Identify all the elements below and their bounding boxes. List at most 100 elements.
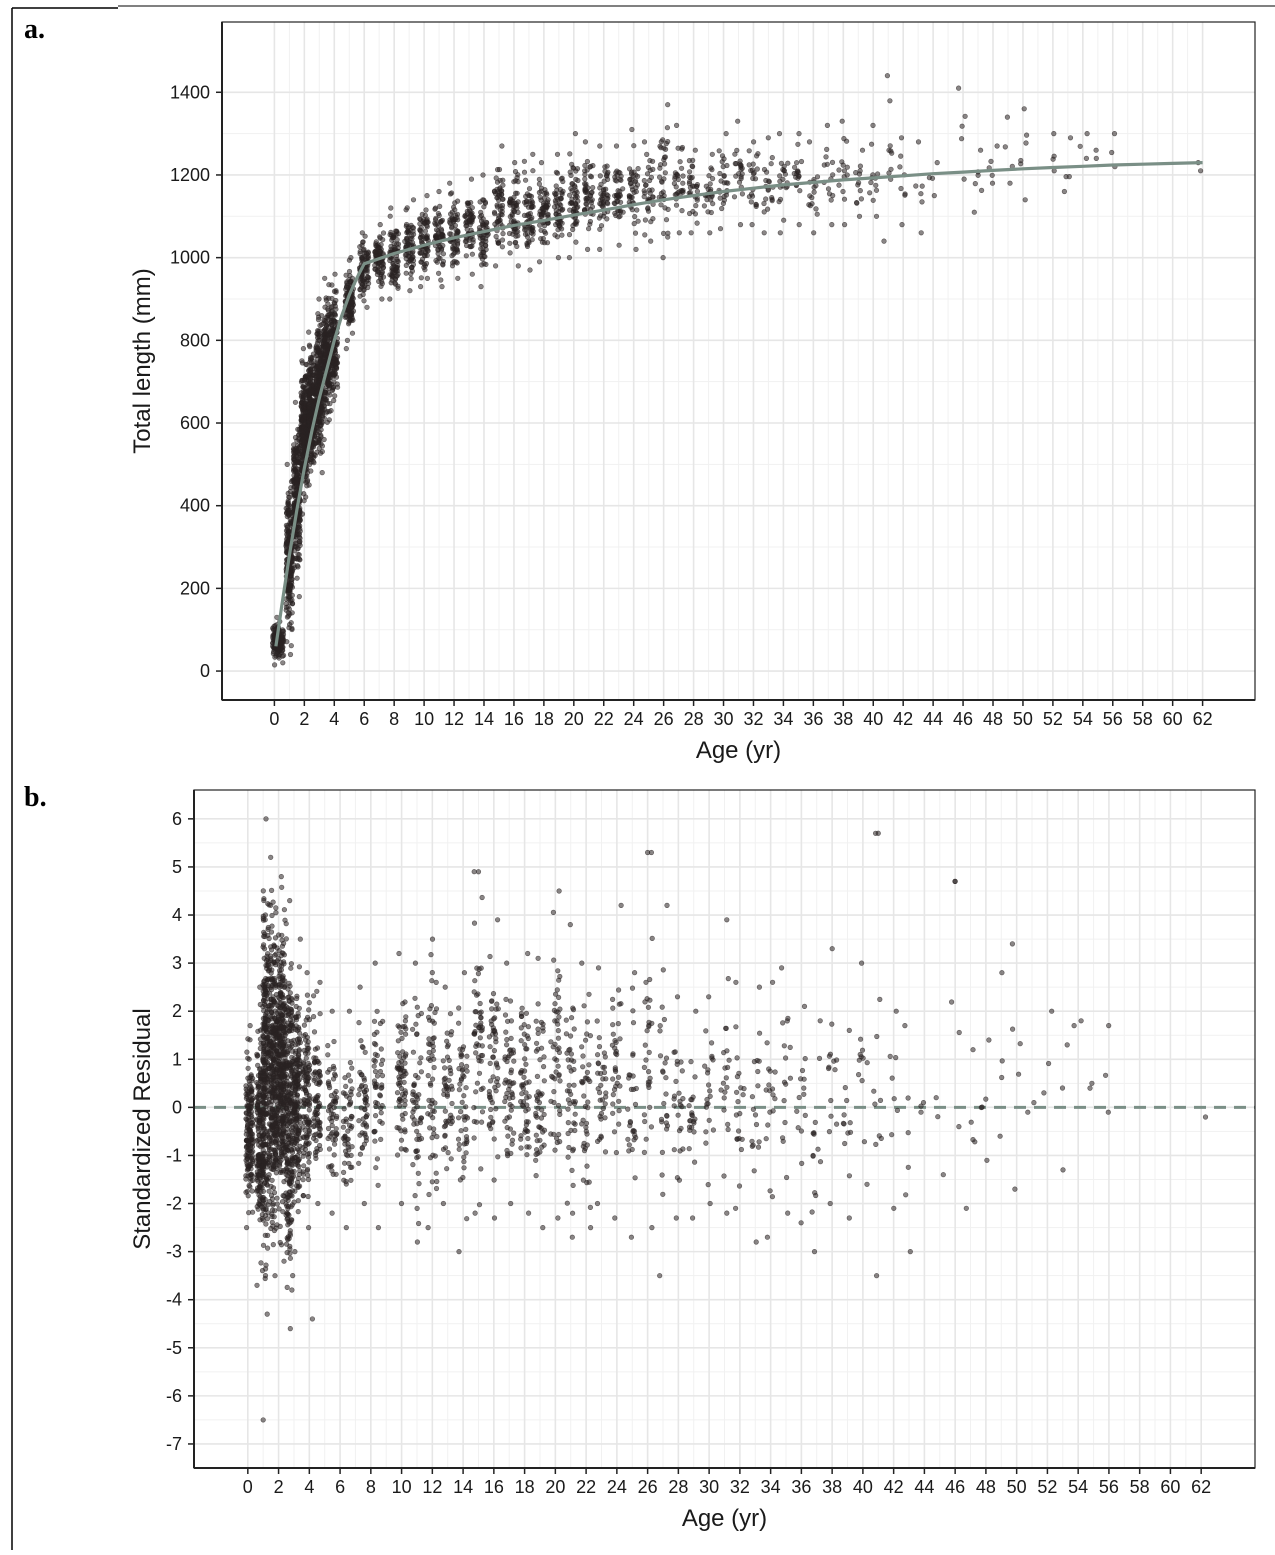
data-point bbox=[665, 125, 670, 130]
data-point bbox=[499, 212, 504, 217]
data-point bbox=[887, 148, 892, 153]
data-point bbox=[659, 179, 664, 184]
data-point bbox=[1068, 136, 1073, 141]
data-point bbox=[516, 264, 521, 269]
data-point bbox=[328, 393, 333, 398]
data-point bbox=[409, 276, 414, 281]
data-point bbox=[837, 168, 842, 173]
data-point bbox=[255, 1107, 260, 1112]
data-point bbox=[919, 191, 924, 196]
data-point bbox=[379, 279, 384, 284]
data-point bbox=[635, 174, 640, 179]
data-point bbox=[824, 147, 829, 152]
data-point bbox=[396, 259, 401, 264]
data-point bbox=[770, 155, 775, 160]
data-point bbox=[262, 1069, 267, 1074]
data-point bbox=[347, 258, 352, 263]
x-tick-label: 6 bbox=[359, 709, 369, 729]
data-point bbox=[282, 907, 287, 912]
data-point bbox=[710, 152, 715, 157]
data-point bbox=[301, 410, 306, 415]
y-tick-label: 1200 bbox=[170, 165, 210, 185]
data-point bbox=[269, 888, 274, 893]
data-point bbox=[285, 639, 290, 644]
data-point bbox=[322, 404, 327, 409]
data-point bbox=[271, 1061, 276, 1066]
data-point bbox=[882, 239, 887, 244]
data-point bbox=[404, 208, 409, 213]
data-point bbox=[388, 214, 393, 219]
data-point bbox=[301, 346, 306, 351]
data-point bbox=[250, 1210, 255, 1215]
data-point bbox=[405, 229, 410, 234]
data-point bbox=[590, 205, 595, 210]
data-point bbox=[659, 203, 664, 208]
data-point bbox=[767, 180, 772, 185]
data-point bbox=[418, 284, 423, 289]
data-point bbox=[634, 185, 639, 190]
data-point bbox=[680, 208, 685, 213]
data-point bbox=[393, 282, 398, 287]
data-point bbox=[350, 305, 355, 310]
data-point bbox=[440, 284, 445, 289]
data-point bbox=[815, 212, 820, 217]
data-point bbox=[300, 393, 305, 398]
data-point bbox=[455, 242, 460, 247]
data-point bbox=[307, 343, 312, 348]
data-point bbox=[450, 253, 455, 258]
data-point bbox=[410, 234, 415, 239]
data-point bbox=[899, 186, 904, 191]
data-point bbox=[378, 222, 383, 227]
data-point bbox=[289, 643, 294, 648]
data-point bbox=[513, 169, 518, 174]
data-point bbox=[436, 211, 441, 216]
data-point bbox=[274, 906, 279, 911]
data-point bbox=[812, 185, 817, 190]
data-point bbox=[554, 184, 559, 189]
data-point bbox=[479, 284, 484, 289]
data-point bbox=[573, 131, 578, 136]
data-point bbox=[292, 544, 297, 549]
data-point bbox=[246, 1037, 251, 1042]
data-point bbox=[362, 299, 367, 304]
data-point bbox=[762, 201, 767, 206]
data-point bbox=[568, 152, 573, 157]
data-point bbox=[525, 244, 530, 249]
data-point bbox=[270, 1153, 275, 1158]
data-point bbox=[287, 607, 292, 612]
data-point bbox=[293, 400, 298, 405]
data-point bbox=[261, 916, 266, 921]
data-point bbox=[956, 86, 961, 91]
data-point bbox=[690, 175, 695, 180]
y-axis-title: Total length (mm) bbox=[129, 268, 156, 453]
data-point bbox=[288, 583, 293, 588]
data-point bbox=[1008, 181, 1013, 186]
data-point bbox=[657, 175, 662, 180]
data-point bbox=[425, 253, 430, 258]
data-point bbox=[651, 216, 656, 221]
data-point bbox=[972, 210, 977, 215]
data-point bbox=[275, 1196, 280, 1201]
data-point bbox=[588, 193, 593, 198]
data-point bbox=[408, 288, 413, 293]
data-point bbox=[708, 231, 713, 236]
data-point bbox=[451, 219, 456, 224]
data-point bbox=[295, 439, 300, 444]
x-tick-label: 14 bbox=[474, 709, 494, 729]
data-point bbox=[539, 213, 544, 218]
data-point bbox=[963, 114, 968, 119]
data-point bbox=[373, 263, 378, 268]
data-point bbox=[334, 375, 339, 380]
data-point bbox=[751, 140, 756, 145]
data-point bbox=[258, 1218, 263, 1223]
data-point bbox=[568, 170, 573, 175]
data-point bbox=[808, 194, 813, 199]
data-point bbox=[479, 213, 484, 218]
data-point bbox=[270, 913, 275, 918]
x-tick-label: 42 bbox=[893, 709, 913, 729]
data-point bbox=[500, 206, 505, 211]
data-point bbox=[857, 172, 862, 177]
data-point bbox=[480, 236, 485, 241]
data-point bbox=[424, 208, 429, 213]
data-point bbox=[335, 382, 340, 387]
